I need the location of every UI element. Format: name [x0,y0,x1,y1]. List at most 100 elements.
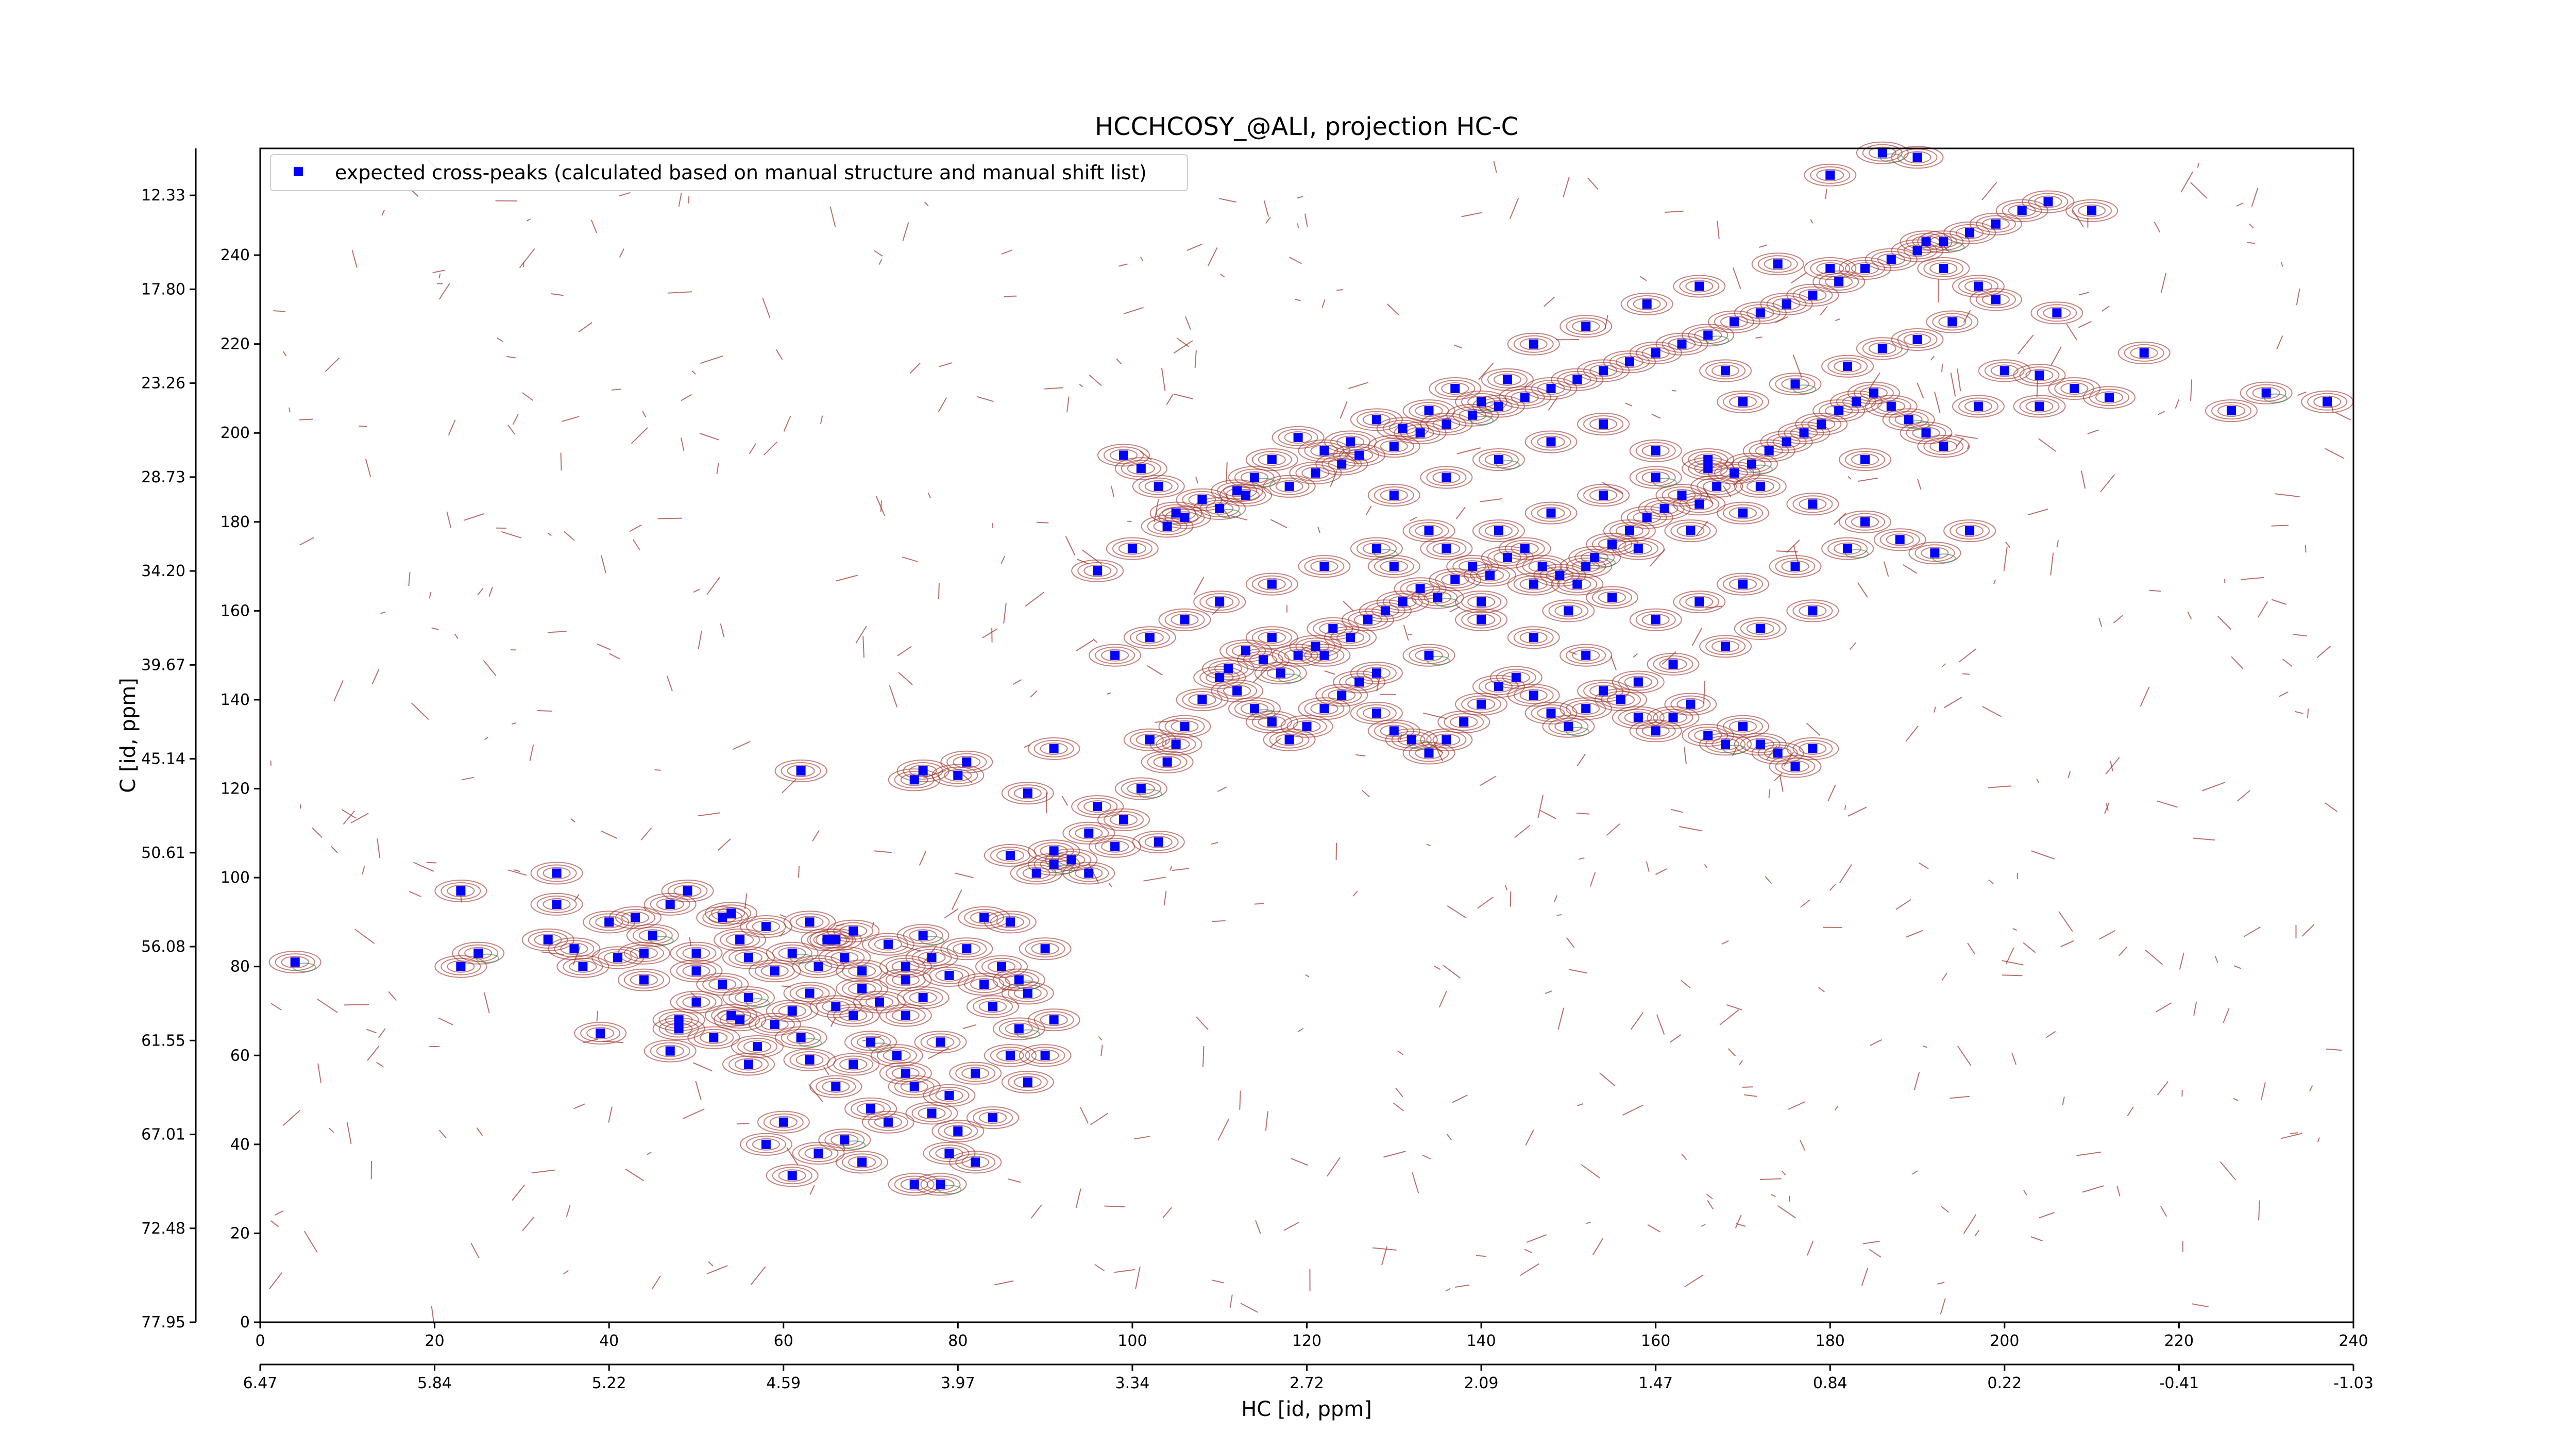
cross-peak-marker [1171,508,1181,518]
noise-contour [1173,340,1193,354]
noise-contour [317,998,338,1013]
peak-contour [1467,698,1496,711]
peak-contour [530,892,583,916]
peak-contour [842,1153,883,1171]
cross-peak-marker [1424,406,1434,416]
peak-contour [1799,742,1827,755]
peak-contour [2030,301,2083,325]
noise-contour [1412,1172,1419,1193]
peak-contour [752,1138,780,1151]
noise-contour [1212,920,1226,922]
peak-contour [1217,682,1258,700]
noise-contour [762,297,771,318]
noise-contour [1606,823,1620,836]
peak-contour [1164,717,1205,735]
noise-contour [1348,382,1369,389]
noise-contour [667,291,692,294]
noise-contour [1739,1060,1743,1066]
peak-contour [1929,262,1958,275]
peak-contour [1620,293,1673,315]
cross-peak-marker [1371,415,1381,425]
peak-contour [813,933,841,946]
cross-peak-marker [1599,491,1608,500]
peak-contour [2130,346,2158,359]
peak-contour [1423,591,1452,604]
peak-contour [2313,395,2342,408]
peak-contour [1847,381,1900,405]
peak-contour [1461,695,1502,713]
cross-peak-marker [1415,584,1425,594]
peak-contour [844,1097,897,1120]
peak-contour [1132,475,1185,498]
noise-contour [1988,879,1994,884]
peak-contour [1138,833,1179,851]
peak-contour [792,1142,845,1165]
cross-peak-marker [901,1068,910,1078]
cross-peak-marker [1180,513,1190,523]
noise-contour [1988,785,2012,788]
noise-contour [1950,1096,1970,1099]
noise-contour [1671,808,1683,813]
cross-peak-marker [1738,721,1748,731]
cross-peak-marker [569,944,579,954]
peak-contour [1792,602,1833,620]
noise-contour [862,636,865,658]
peak-contour [778,947,806,959]
cross-peak-marker [1738,397,1748,407]
peak-contour [998,971,1039,989]
noise-contour [1355,754,1366,756]
peak-contour [772,1002,812,1020]
noise-contour [823,1066,829,1075]
peak-contour [1603,350,1656,374]
peak-contour [1455,390,1508,413]
cross-peak-marker [1477,597,1486,607]
noise-contour [1477,897,1494,909]
noise-contour [566,1205,571,1217]
noise-contour [512,414,519,425]
peak-contour [735,951,762,964]
noise-contour [1684,747,1687,764]
peak-contour [1211,679,1264,702]
cross-peak-marker [1790,379,1800,389]
noise-contour [362,866,365,875]
peak-contour [1531,704,1571,722]
noise-contour [820,415,823,424]
peak-contour [824,949,865,967]
peak-contour [1903,333,1931,346]
peak-contour [650,1042,690,1060]
noise-contour [2258,1200,2260,1221]
peak-contour [918,951,946,964]
peak-contour [1717,501,1769,525]
noise-contour [1525,1130,1534,1146]
noise-contour [1703,681,1705,704]
peak-contour [896,986,950,1009]
noise-contour [341,809,357,819]
peak-contour [1007,984,1048,1002]
peak-contour [1917,435,1970,458]
peak-contour [1031,942,1059,955]
peak-contour [1679,495,1720,513]
cross-peak-marker [1546,437,1556,447]
noise-contour [897,646,912,656]
peak-contour [851,1033,891,1051]
noise-contour [2281,262,2283,267]
peak-contour [1975,215,2016,233]
noise-contour [1732,267,1741,289]
noise-contour [2058,911,2073,932]
peak-contour [1374,558,1414,576]
noise-contour [1408,633,1413,636]
peak-contour [1676,525,1705,537]
noise-contour [1229,1294,1233,1308]
cross-peak-marker [1686,526,1696,536]
peak-contour [1511,391,1539,404]
peak-contour [2211,402,2251,420]
peak-contour [1356,704,1397,722]
peak-contour [726,1014,754,1026]
cross-peak-marker [2052,308,2062,318]
peak-contour [1699,635,1752,658]
cross-peak-marker [1991,219,2001,229]
peak-contour [1367,484,1420,507]
peak-contour [621,911,649,924]
cross-peak-marker [866,1037,875,1047]
noise-contour [977,396,994,402]
